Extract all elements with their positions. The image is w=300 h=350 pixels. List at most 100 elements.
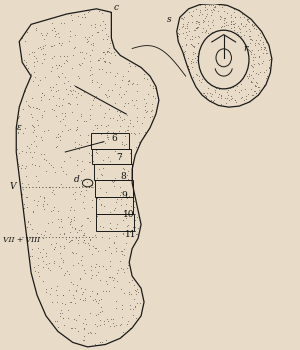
- Point: [80, 50, 85, 55]
- Point: [234, 38, 239, 44]
- Point: [18, 165, 23, 170]
- Point: [92, 95, 97, 100]
- Point: [203, 94, 208, 100]
- Point: [107, 61, 112, 66]
- Point: [186, 63, 191, 68]
- Point: [49, 20, 54, 26]
- Point: [108, 50, 113, 56]
- Point: [55, 283, 60, 289]
- Point: [87, 9, 92, 14]
- Point: [228, 21, 233, 27]
- Point: [110, 178, 114, 183]
- Point: [105, 130, 110, 135]
- Point: [78, 223, 83, 229]
- Point: [117, 114, 122, 120]
- Point: [149, 101, 154, 107]
- Point: [40, 90, 45, 95]
- Point: [64, 236, 69, 242]
- Point: [189, 41, 194, 47]
- Point: [30, 115, 34, 120]
- Point: [69, 279, 74, 284]
- Point: [81, 193, 86, 199]
- Point: [125, 101, 130, 106]
- Point: [40, 33, 45, 38]
- Point: [232, 88, 237, 93]
- Point: [193, 27, 198, 33]
- Point: [239, 94, 244, 100]
- Point: [259, 35, 263, 40]
- Point: [214, 53, 218, 59]
- Point: [51, 25, 56, 30]
- Point: [130, 224, 135, 230]
- Text: 8: 8: [120, 172, 126, 181]
- Point: [132, 224, 137, 230]
- Text: 11: 11: [125, 230, 136, 239]
- Point: [74, 126, 79, 132]
- Point: [257, 41, 262, 47]
- Point: [93, 24, 98, 30]
- Point: [219, 33, 224, 38]
- Point: [198, 67, 203, 73]
- Point: [236, 89, 241, 95]
- Point: [264, 73, 269, 78]
- Point: [99, 296, 103, 301]
- Point: [116, 112, 121, 118]
- Point: [32, 74, 37, 79]
- Point: [118, 123, 123, 129]
- Point: [125, 262, 130, 267]
- Point: [61, 292, 65, 298]
- Point: [242, 64, 247, 69]
- Point: [251, 89, 256, 94]
- Point: [260, 58, 265, 63]
- Point: [85, 179, 90, 184]
- Point: [90, 298, 95, 303]
- Point: [68, 325, 73, 331]
- Point: [197, 19, 202, 24]
- Point: [94, 291, 99, 297]
- Point: [224, 67, 229, 72]
- Point: [199, 79, 203, 85]
- Point: [15, 156, 20, 162]
- Point: [248, 28, 252, 34]
- Point: [20, 36, 24, 41]
- Point: [120, 118, 124, 123]
- Point: [58, 307, 63, 313]
- Point: [123, 215, 128, 221]
- Point: [190, 36, 195, 42]
- Point: [246, 15, 251, 21]
- Point: [255, 84, 260, 89]
- Point: [90, 97, 95, 103]
- Point: [45, 128, 50, 133]
- Point: [241, 42, 246, 48]
- Point: [195, 54, 200, 59]
- Point: [127, 302, 132, 308]
- Point: [76, 13, 81, 19]
- Point: [88, 58, 92, 64]
- Point: [41, 128, 46, 134]
- Point: [190, 43, 195, 49]
- Point: [195, 57, 200, 63]
- Point: [196, 78, 201, 83]
- Point: [90, 77, 95, 83]
- Point: [232, 24, 236, 30]
- Point: [70, 191, 75, 197]
- Point: [130, 312, 135, 318]
- Point: [127, 78, 132, 83]
- Point: [68, 239, 73, 244]
- Point: [238, 102, 243, 107]
- Point: [124, 207, 129, 212]
- Point: [99, 234, 104, 239]
- Point: [225, 47, 230, 52]
- Point: [249, 72, 254, 78]
- Point: [81, 12, 86, 17]
- Point: [102, 114, 106, 119]
- Point: [26, 102, 30, 108]
- Point: [259, 60, 264, 66]
- Point: [35, 122, 40, 128]
- Point: [201, 18, 206, 23]
- Point: [83, 119, 88, 124]
- Point: [110, 116, 115, 121]
- Point: [176, 33, 181, 39]
- Point: [30, 78, 35, 83]
- Point: [82, 238, 86, 243]
